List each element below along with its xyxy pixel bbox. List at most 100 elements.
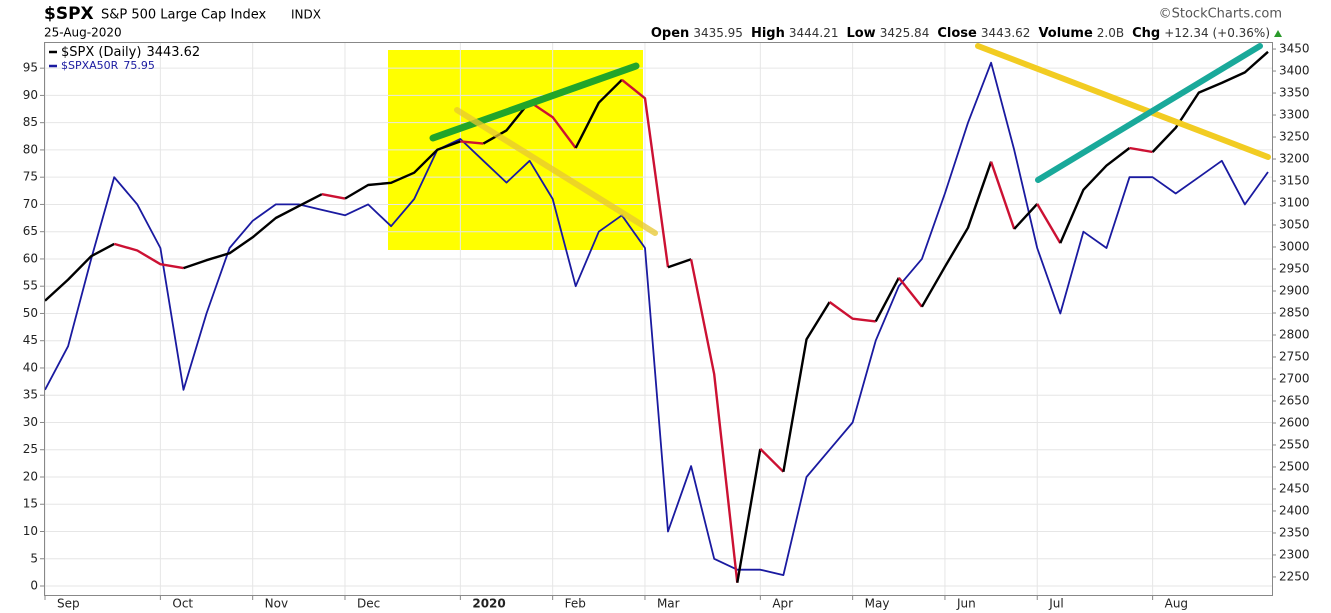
trend-line [1035,43,1263,183]
x-tick-label: Mar [657,597,680,611]
breadth-line [44,61,1269,576]
price-line [920,161,993,308]
y-tick-label: 75 [23,170,38,184]
y-tick-label: 30 [23,415,38,429]
quote-line: Open 3435.95 High 3444.21 Low 3425.84 Close 344… [651,26,1270,41]
quote-value: 3443.62 [981,26,1031,40]
y2-tick-label: 2950 [1279,262,1310,276]
y-tick-label: 40 [23,360,38,374]
price-line [621,78,670,268]
price-line [689,259,739,583]
x-tick-label: Aug [1165,597,1188,611]
quote-label: Low [846,26,875,41]
y2-tick-label: 2500 [1279,459,1310,473]
x-tick-label: Dec [357,597,380,611]
x-tick-label: Nov [265,597,288,611]
x-tick-label: Sep [57,597,80,611]
y-tick-label: 65 [23,224,38,238]
price-line [1059,147,1131,244]
y-tick-label: 25 [23,442,38,456]
y2-tick-label: 3450 [1279,42,1310,56]
y2-tick-label: 2900 [1279,284,1310,298]
index-name: S&P 500 Large Cap Index [101,8,267,23]
y-tick-label: 35 [23,388,38,402]
price-line [897,277,923,308]
legend-value: 75.95 [123,59,155,72]
y2-tick-label: 3100 [1279,196,1310,210]
x-tick-label: 2020 [472,597,505,611]
quote-value: 3435.95 [693,26,743,40]
x-tick-label: Feb [565,597,586,611]
y-tick-label: 95 [23,61,38,75]
price-line [1013,203,1039,230]
y2-tick-label: 3150 [1279,174,1310,188]
y-tick-label: 55 [23,279,38,293]
trend-line [429,62,640,142]
price-line [989,161,1016,230]
symbol: $SPX [44,4,94,24]
trend-line [454,107,658,236]
annotations [429,43,1271,236]
quote-value: 2.0B [1097,26,1124,40]
price-line [344,140,461,200]
y-tick-label: 70 [23,197,38,211]
quote-value: 3444.21 [789,26,839,40]
y-tick-label: 60 [23,251,38,265]
trend-line [975,43,1271,160]
up-indicator [1274,30,1282,37]
price-line [482,101,531,145]
quote-value: +12.34 (+0.36%) [1164,26,1270,40]
x-tick-label: Oct [172,597,193,611]
price-line [874,277,900,322]
legend-name: $SPXA50R [61,59,119,72]
price-line [528,100,577,149]
quote-value: 3425.84 [880,26,930,40]
price-line [759,448,785,473]
legend-name: $SPX (Daily) [61,45,141,60]
exchange: INDX [291,8,321,22]
y-tick-label: 80 [23,142,38,156]
quote-label: Chg [1132,26,1160,41]
quote-label: Close [937,26,977,41]
y-tick-label: 90 [23,88,38,102]
y2-tick-label: 2700 [1279,371,1310,385]
legend-entry: $SPXA50R 75.95 [61,59,155,72]
price-line [183,193,323,270]
y-tick-label: 0 [30,579,38,593]
quote-label: High [751,26,785,41]
x-tick-label: Jun [956,597,976,611]
y2-tick-label: 2650 [1279,393,1310,407]
y-tick-label: 50 [23,306,38,320]
y2-tick-label: 3350 [1279,86,1310,100]
price-line [113,242,184,270]
y2-tick-label: 2300 [1279,547,1310,561]
x-tick-label: May [865,597,890,611]
y2-tick-label: 3300 [1279,108,1310,122]
y2-tick-label: 2550 [1279,437,1310,451]
price-line [1036,203,1062,244]
y-tick-label: 20 [23,469,38,483]
y2-tick-label: 2850 [1279,306,1310,320]
y-tick-label: 5 [30,551,38,565]
y2-tick-label: 2350 [1279,525,1310,539]
quote-label: Open [651,26,689,41]
y2-tick-label: 2800 [1279,327,1310,341]
y2-tick-label: 3050 [1279,218,1310,232]
legend-entry: $SPX (Daily) 3443.62 [61,45,200,60]
x-tick-label: Apr [772,597,793,611]
price-line [1151,50,1269,153]
price-line [574,78,623,149]
y2-tick-label: 2400 [1279,503,1310,517]
source: ©StockCharts.com [1159,7,1282,22]
y2-tick-label: 2450 [1279,481,1310,495]
y2-tick-label: 3250 [1279,130,1310,144]
price-line [828,301,876,323]
y2-tick-label: 2600 [1279,415,1310,429]
price-line [736,448,762,583]
y2-tick-label: 3200 [1279,152,1310,166]
date: 25-Aug-2020 [44,26,122,40]
y-tick-label: 45 [23,333,38,347]
y2-tick-label: 2750 [1279,349,1310,363]
